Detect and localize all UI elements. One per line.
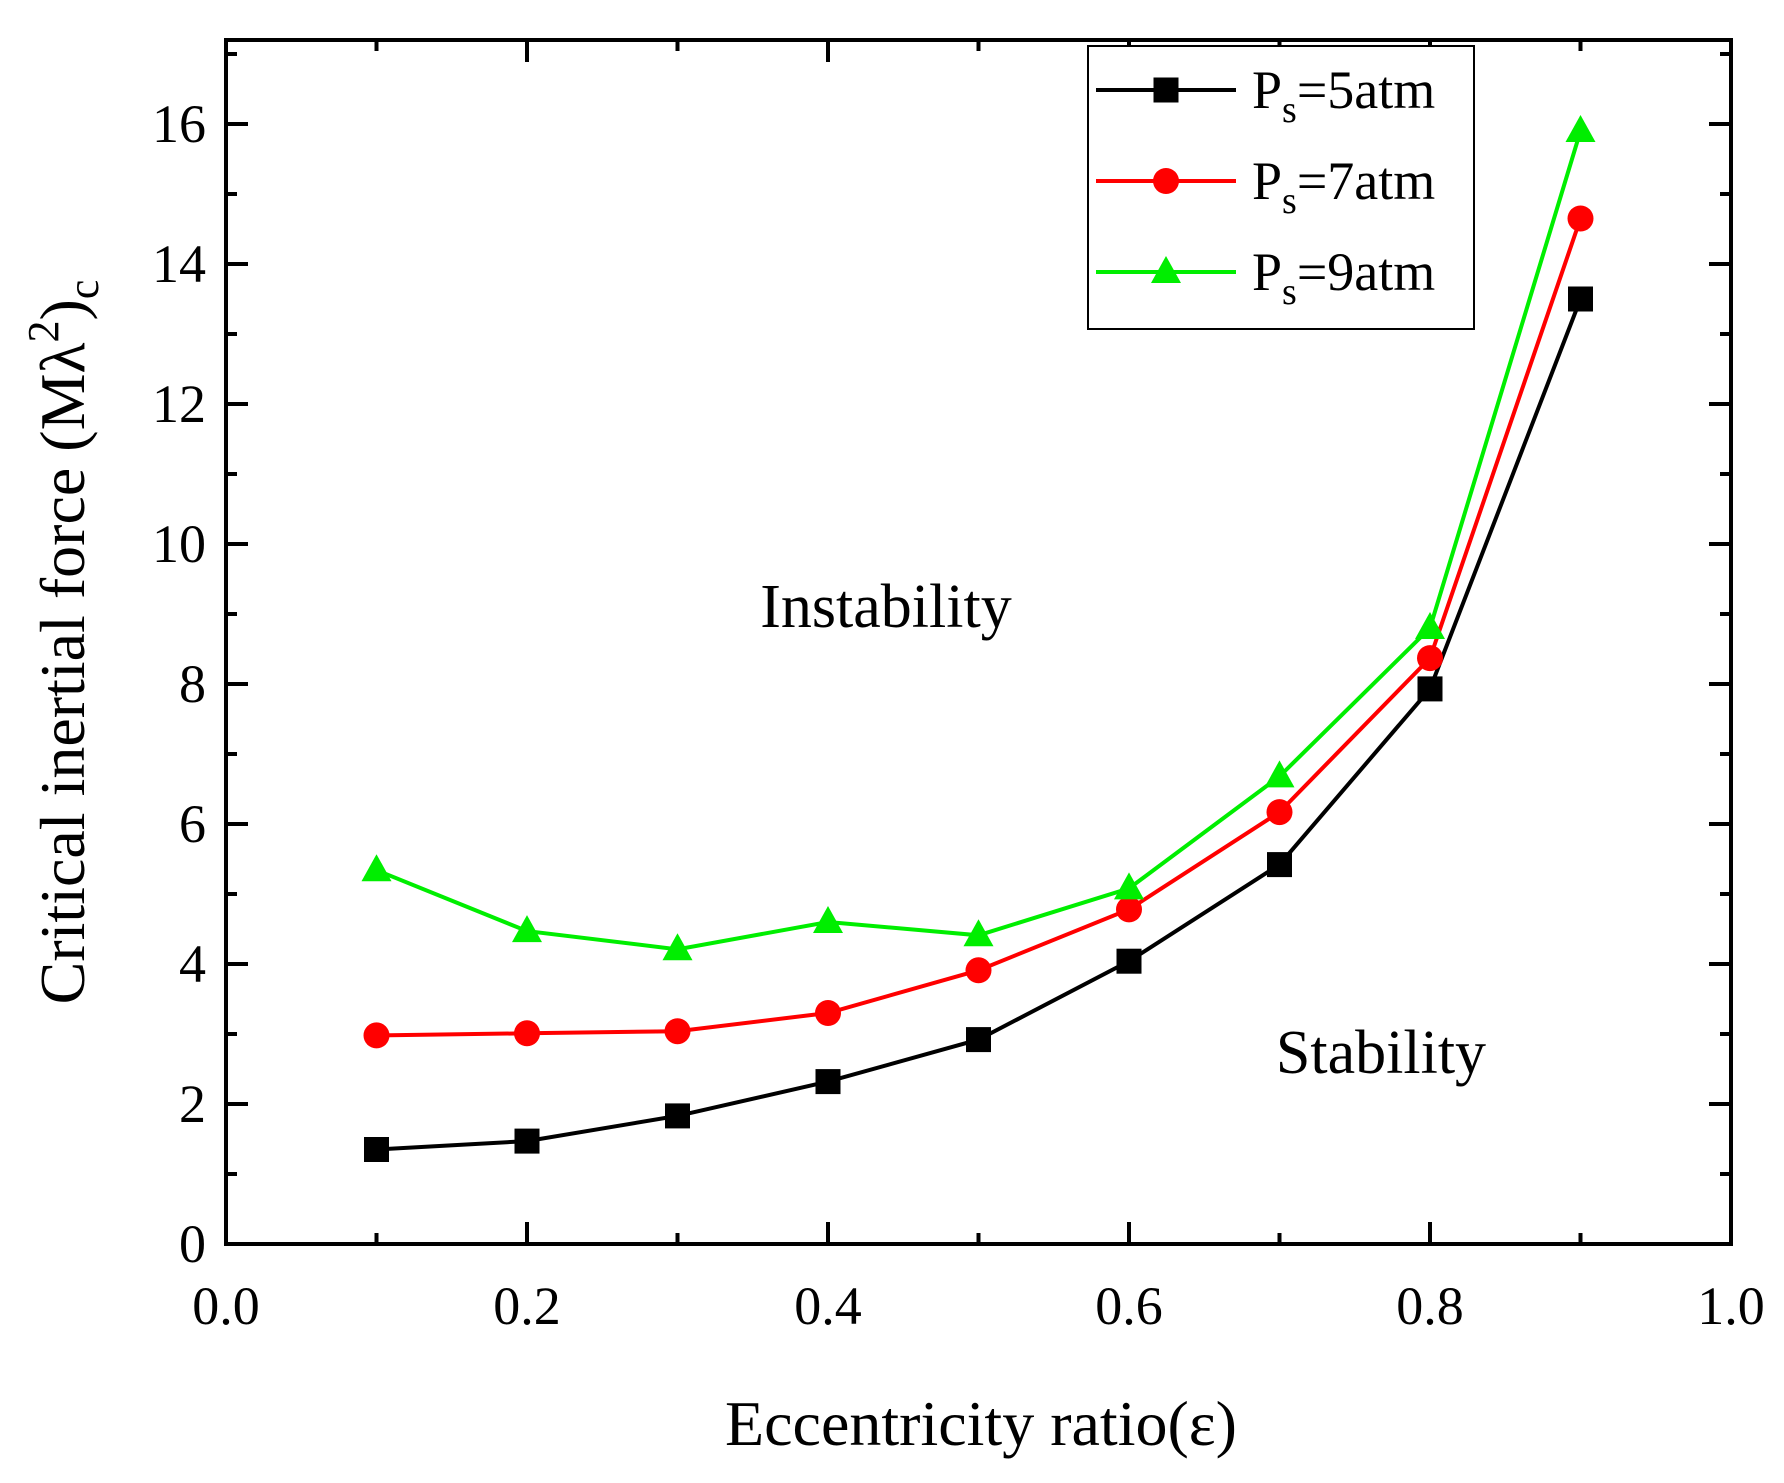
legend-label-rest: =9atm	[1297, 242, 1435, 302]
series-Ps=9atm	[361, 115, 1596, 961]
legend-marker-circle	[1153, 168, 1179, 194]
legend-item: Ps=5atm	[1096, 60, 1435, 131]
legend-marker-triangle	[1151, 256, 1181, 283]
annotation-stability: Stability	[1276, 1019, 1486, 1087]
data-point-square	[815, 1069, 841, 1095]
data-point-circle	[815, 1000, 841, 1026]
data-point-square	[1568, 286, 1593, 312]
y-axis-label: Critical inertial force (Mλ2)c	[19, 280, 108, 1005]
data-point-triangle	[662, 933, 693, 961]
data-point-square	[966, 1027, 991, 1053]
legend-label: Ps=9atm	[1252, 242, 1435, 313]
legend-label-sub: s	[1282, 271, 1297, 313]
y-axis-label-close: )	[27, 299, 98, 320]
legend-label-main: P	[1252, 60, 1282, 120]
x-axis-label: Eccentricity ratio(ε)	[725, 1388, 1237, 1459]
y-tick-label: 14	[152, 234, 206, 294]
legend-label-sub: s	[1282, 180, 1297, 222]
y-tick-label: 8	[179, 654, 206, 714]
data-point-circle	[664, 1018, 691, 1045]
data-point-square	[1116, 948, 1142, 974]
y-axis-label-main: Critical inertial force (Mλ	[27, 342, 98, 1004]
y-tick-label: 10	[152, 514, 206, 574]
data-point-circle	[965, 957, 992, 984]
x-tick-label: 0.6	[1095, 1276, 1163, 1336]
legend-item: Ps=7atm	[1096, 151, 1435, 222]
plot-frame	[224, 38, 1733, 1246]
legend-label: Ps=7atm	[1252, 151, 1435, 222]
legend-label-main: P	[1252, 242, 1282, 302]
y-tick-label: 16	[152, 94, 206, 154]
legend-label: Ps=5atm	[1252, 60, 1435, 131]
y-tick-label: 6	[179, 794, 206, 854]
data-point-circle	[363, 1022, 390, 1049]
data-point-circle	[514, 1020, 540, 1047]
y-axis-label-sup: 2	[19, 320, 68, 342]
plot-marks	[361, 115, 1596, 1162]
data-point-triangle	[512, 915, 542, 943]
y-tick-label: 4	[179, 934, 206, 994]
axis-ticks: 0.0 0.2 0.4 0.6 0.8 1.0 0 2 4 6 8 10 12 14 16	[152, 40, 1765, 1336]
data-point-circle	[1266, 799, 1293, 826]
legend-label-sub: s	[1282, 89, 1297, 131]
legend-label-rest: =7atm	[1297, 151, 1435, 211]
y-tick-label: 0	[179, 1214, 206, 1274]
data-point-square	[514, 1128, 540, 1154]
data-point-triangle	[1264, 760, 1295, 788]
data-point-square	[364, 1137, 389, 1162]
legend-label-rest: =5atm	[1297, 60, 1435, 120]
data-point-square	[1267, 852, 1292, 878]
x-tick-label: 1.0	[1697, 1276, 1765, 1336]
data-point-triangle	[1565, 115, 1596, 142]
legend-item: Ps=9atm	[1096, 242, 1435, 313]
data-point-triangle	[361, 854, 392, 882]
legend-marker-square	[1153, 77, 1179, 103]
y-tick-label: 12	[152, 374, 206, 434]
data-point-triangle	[963, 919, 994, 947]
data-point-circle	[1116, 896, 1142, 923]
x-tick-label: 0.2	[493, 1276, 561, 1336]
legend-label-main: P	[1252, 151, 1282, 211]
series-Ps=5atm	[364, 286, 1593, 1162]
data-point-circle	[1417, 645, 1443, 672]
y-axis-label-sub: c	[59, 280, 108, 300]
data-point-triangle	[813, 906, 843, 933]
x-tick-label: 0.8	[1396, 1276, 1464, 1336]
annotation-instability: Instability	[760, 573, 1011, 641]
x-tick-label: 0.0	[192, 1276, 260, 1336]
y-tick-label: 2	[179, 1074, 206, 1134]
series-Ps=7atm	[363, 205, 1594, 1049]
data-point-square	[665, 1103, 690, 1129]
data-point-square	[1417, 676, 1443, 702]
data-point-circle	[1567, 205, 1594, 232]
x-tick-label: 0.4	[794, 1276, 862, 1336]
data-point-triangle	[1415, 612, 1445, 639]
data-point-triangle	[1114, 872, 1144, 900]
